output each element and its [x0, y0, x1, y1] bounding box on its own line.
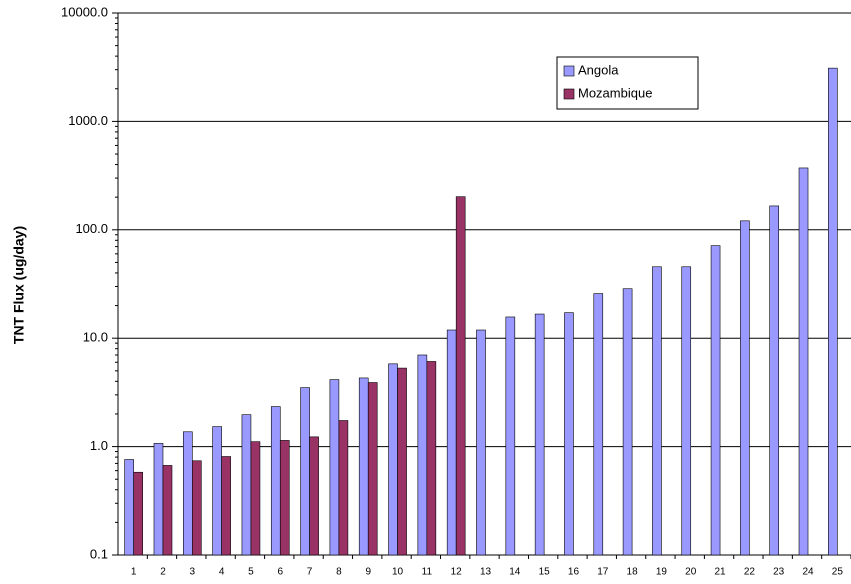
x-tick-label: 10	[392, 567, 404, 578]
x-tick-label: 19	[656, 567, 668, 578]
x-tick-label: 22	[744, 567, 756, 578]
bar	[212, 426, 222, 556]
bar	[241, 414, 252, 556]
x-tick-label: 17	[597, 567, 609, 578]
x-tick-label: 18	[627, 567, 639, 578]
bar	[300, 387, 310, 556]
x-tick-label: 25	[832, 567, 844, 578]
legend-box	[556, 56, 699, 110]
x-tick-label: 2	[160, 567, 166, 578]
bar	[710, 245, 721, 556]
bar	[250, 441, 261, 556]
bar	[476, 329, 486, 556]
x-tick-label: 15	[539, 567, 551, 578]
bar	[192, 460, 202, 556]
y-tick-label: 10000.0	[61, 4, 108, 19]
x-tick-label: 9	[365, 567, 371, 578]
bar	[417, 354, 428, 556]
bar	[828, 67, 838, 556]
bar	[446, 329, 457, 556]
x-tick-label: 6	[277, 567, 283, 578]
x-tick-label: 3	[190, 567, 196, 578]
bar	[162, 465, 173, 556]
bar	[338, 420, 349, 556]
legend-swatch	[563, 88, 575, 100]
bar	[505, 316, 516, 556]
x-tick-label: 13	[480, 567, 492, 578]
legend-swatch	[563, 65, 575, 77]
x-tick-label: 7	[307, 567, 313, 578]
bar	[397, 367, 407, 556]
y-tick-label: 1000.0	[68, 113, 108, 128]
bar	[133, 471, 143, 556]
legend: Angola Mozambique	[556, 56, 699, 110]
x-tick-label: 14	[509, 567, 521, 578]
y-axis-title: TNT Flux (ug/day)	[11, 226, 27, 344]
bar	[270, 406, 281, 556]
bar	[426, 361, 437, 556]
x-tick-label: 11	[422, 567, 433, 578]
bar	[153, 443, 164, 556]
x-tick-label: 1	[131, 567, 137, 578]
legend-label: Mozambique	[578, 85, 652, 100]
bar	[681, 266, 692, 556]
bar	[455, 196, 466, 556]
bar	[221, 456, 231, 556]
x-tick-label: 12	[451, 567, 463, 578]
y-tick-label: 0.1	[90, 546, 108, 561]
x-tick-label: 4	[219, 567, 225, 578]
y-tick-label: 100.0	[75, 221, 108, 236]
bar	[593, 293, 604, 556]
bar	[652, 266, 662, 556]
bar	[388, 363, 398, 556]
x-tick-label: 8	[336, 567, 342, 578]
x-tick-label: 24	[802, 567, 814, 578]
bar	[309, 436, 319, 556]
bar	[124, 459, 134, 556]
y-tick-label: 10.0	[83, 330, 108, 345]
bar	[564, 312, 574, 556]
x-tick-label: 5	[248, 567, 254, 578]
x-tick-label: 21	[714, 567, 726, 578]
bar	[358, 377, 369, 556]
legend-label: Angola	[578, 62, 619, 77]
bar	[183, 431, 193, 556]
bar	[740, 220, 750, 556]
x-tick-label: 16	[568, 567, 580, 578]
x-tick-label: 23	[773, 567, 785, 578]
x-tick-label: 20	[685, 567, 697, 578]
bar	[622, 288, 633, 556]
bar	[798, 167, 809, 556]
bar	[279, 440, 290, 556]
y-tick-label: 1.0	[90, 438, 108, 453]
bar	[367, 382, 378, 556]
bar	[534, 313, 545, 556]
bar	[329, 379, 340, 556]
bar	[769, 205, 780, 556]
